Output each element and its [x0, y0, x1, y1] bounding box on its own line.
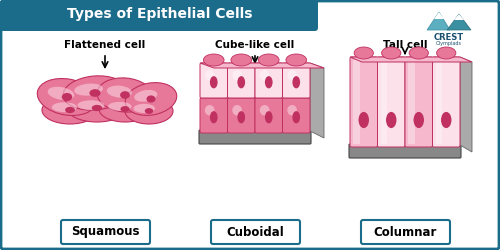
Ellipse shape	[260, 70, 270, 80]
Ellipse shape	[231, 54, 252, 66]
Ellipse shape	[92, 105, 102, 111]
Ellipse shape	[260, 105, 270, 116]
Ellipse shape	[48, 87, 74, 100]
Ellipse shape	[134, 90, 158, 102]
FancyBboxPatch shape	[49, 99, 161, 116]
FancyBboxPatch shape	[282, 63, 310, 98]
Ellipse shape	[441, 112, 452, 128]
Ellipse shape	[205, 105, 214, 116]
FancyBboxPatch shape	[200, 63, 228, 98]
Polygon shape	[200, 63, 324, 68]
Bar	[353, 60, 360, 144]
Polygon shape	[310, 63, 324, 138]
Ellipse shape	[232, 70, 242, 80]
Bar	[436, 60, 442, 144]
Ellipse shape	[204, 54, 224, 66]
Ellipse shape	[62, 93, 72, 101]
Polygon shape	[427, 12, 450, 30]
Ellipse shape	[205, 70, 214, 80]
Bar	[408, 60, 415, 144]
Ellipse shape	[238, 76, 245, 88]
Ellipse shape	[409, 47, 428, 59]
Text: Columnar: Columnar	[374, 226, 436, 238]
Ellipse shape	[63, 76, 127, 110]
Ellipse shape	[42, 96, 98, 124]
FancyBboxPatch shape	[0, 0, 318, 31]
FancyBboxPatch shape	[61, 220, 150, 244]
Polygon shape	[350, 57, 472, 62]
Ellipse shape	[414, 112, 424, 128]
Ellipse shape	[146, 96, 156, 102]
Ellipse shape	[210, 111, 218, 123]
Text: CREST: CREST	[434, 32, 464, 42]
Text: Squamous: Squamous	[71, 226, 139, 238]
Polygon shape	[434, 12, 444, 19]
Ellipse shape	[386, 112, 396, 128]
Ellipse shape	[120, 91, 130, 99]
Ellipse shape	[125, 82, 177, 116]
Polygon shape	[460, 57, 472, 152]
Ellipse shape	[134, 104, 155, 113]
FancyBboxPatch shape	[405, 57, 432, 147]
Ellipse shape	[265, 111, 272, 123]
Text: Cuboidal: Cuboidal	[226, 226, 284, 238]
FancyBboxPatch shape	[378, 57, 405, 147]
Ellipse shape	[65, 107, 75, 113]
FancyBboxPatch shape	[211, 220, 300, 244]
Ellipse shape	[120, 106, 130, 112]
Ellipse shape	[210, 76, 218, 88]
Ellipse shape	[52, 102, 77, 112]
Bar	[3, 3, 313, 28]
Ellipse shape	[292, 111, 300, 123]
Ellipse shape	[78, 100, 104, 110]
Ellipse shape	[238, 111, 245, 123]
FancyBboxPatch shape	[52, 103, 158, 113]
Ellipse shape	[258, 54, 279, 66]
Ellipse shape	[232, 105, 242, 116]
Ellipse shape	[354, 47, 374, 59]
FancyBboxPatch shape	[282, 98, 310, 133]
Polygon shape	[447, 14, 471, 30]
Text: Olympiads: Olympiads	[436, 40, 462, 46]
FancyBboxPatch shape	[255, 63, 282, 98]
Ellipse shape	[145, 108, 153, 114]
Ellipse shape	[38, 78, 96, 116]
FancyBboxPatch shape	[228, 98, 255, 133]
Text: Tall cell: Tall cell	[383, 40, 427, 50]
Ellipse shape	[97, 78, 153, 112]
FancyBboxPatch shape	[350, 57, 378, 147]
Polygon shape	[454, 14, 464, 20]
FancyBboxPatch shape	[228, 63, 255, 98]
Ellipse shape	[265, 76, 272, 88]
FancyBboxPatch shape	[432, 57, 460, 147]
FancyBboxPatch shape	[200, 98, 228, 133]
Text: Flattened cell: Flattened cell	[64, 40, 146, 50]
Ellipse shape	[288, 70, 297, 80]
Ellipse shape	[292, 76, 300, 88]
FancyBboxPatch shape	[361, 220, 450, 244]
Ellipse shape	[125, 98, 173, 124]
Ellipse shape	[67, 94, 127, 122]
Ellipse shape	[382, 47, 401, 59]
FancyBboxPatch shape	[199, 130, 311, 144]
Ellipse shape	[288, 105, 297, 116]
Ellipse shape	[286, 54, 306, 66]
Ellipse shape	[358, 112, 369, 128]
Bar	[380, 60, 388, 144]
Ellipse shape	[107, 86, 132, 98]
Ellipse shape	[108, 102, 132, 111]
Ellipse shape	[436, 47, 456, 59]
Text: Types of Epithelial Cells: Types of Epithelial Cells	[67, 7, 253, 21]
FancyBboxPatch shape	[255, 98, 282, 133]
Ellipse shape	[99, 96, 151, 122]
Ellipse shape	[74, 84, 103, 96]
Ellipse shape	[90, 89, 101, 97]
FancyBboxPatch shape	[349, 144, 461, 158]
Text: Cube-like cell: Cube-like cell	[216, 40, 294, 50]
